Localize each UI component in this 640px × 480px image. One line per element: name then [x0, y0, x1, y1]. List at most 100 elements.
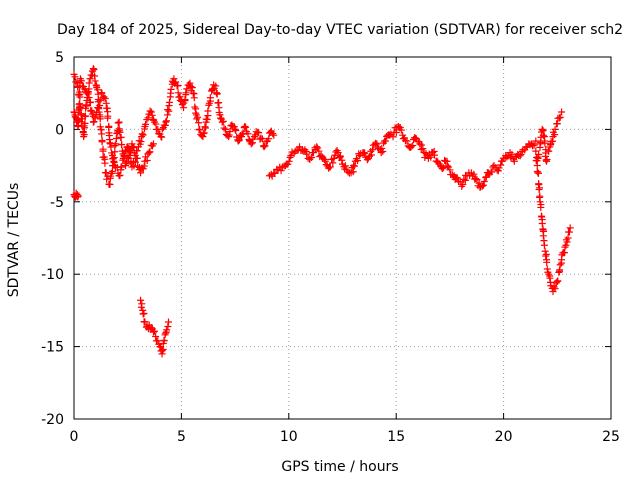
data-point	[104, 114, 112, 122]
data-point	[165, 98, 173, 106]
data-point	[154, 337, 162, 345]
data-point	[114, 119, 122, 127]
y-tick-label: -15	[41, 340, 64, 356]
data-point	[255, 129, 263, 137]
data-point	[313, 143, 321, 151]
x-tick-label: 25	[602, 429, 620, 445]
data-point	[75, 117, 83, 125]
data-point	[261, 142, 269, 150]
data-point	[349, 168, 357, 176]
data-point	[97, 125, 105, 133]
data-point	[118, 141, 126, 149]
data-point	[296, 143, 304, 151]
data-point	[218, 118, 226, 126]
data-point	[535, 150, 543, 158]
data-point	[545, 147, 553, 155]
data-point	[460, 175, 468, 183]
data-point	[564, 234, 572, 242]
data-point	[98, 89, 106, 97]
data-point	[553, 120, 561, 128]
data-point	[453, 174, 461, 182]
data-point	[565, 228, 573, 236]
data-point	[116, 171, 124, 179]
data-point	[131, 158, 139, 166]
data-point	[76, 88, 84, 96]
data-point	[304, 154, 312, 162]
data-point	[200, 129, 208, 137]
data-point	[174, 89, 182, 97]
data-point	[204, 107, 212, 115]
data-point	[381, 137, 389, 145]
data-point	[199, 130, 207, 138]
data-point	[115, 118, 123, 126]
data-point	[478, 182, 486, 190]
data-point	[226, 127, 234, 135]
data-point	[181, 95, 189, 103]
data-point	[165, 318, 173, 326]
data-point	[86, 75, 94, 83]
data-point	[540, 241, 548, 249]
data-point	[84, 90, 92, 98]
data-point	[148, 111, 156, 119]
data-point	[149, 328, 157, 336]
data-point	[321, 157, 329, 165]
x-tick-label: 0	[70, 429, 79, 445]
data-point	[232, 127, 240, 135]
data-point	[369, 146, 377, 154]
data-point	[206, 97, 214, 105]
data-point	[103, 175, 111, 183]
data-point	[532, 137, 540, 145]
data-point	[101, 95, 109, 103]
data-point	[107, 143, 115, 151]
data-point	[534, 169, 542, 177]
data-point	[367, 151, 375, 159]
data-point	[74, 192, 82, 200]
data-point	[271, 169, 279, 177]
data-point	[116, 128, 124, 136]
data-point	[554, 277, 562, 285]
data-point	[330, 154, 338, 162]
data-point	[96, 115, 104, 123]
data-point	[241, 123, 249, 131]
data-point	[556, 261, 564, 269]
data-point	[285, 157, 293, 165]
data-point	[431, 151, 439, 159]
data-point	[94, 98, 102, 106]
data-point	[516, 152, 524, 160]
data-point	[118, 163, 126, 171]
data-point	[314, 144, 322, 152]
data-point	[257, 134, 265, 142]
data-point	[550, 283, 558, 291]
data-point	[473, 176, 481, 184]
data-point	[183, 85, 191, 93]
data-point	[350, 162, 358, 170]
data-point	[146, 148, 154, 156]
data-point	[538, 220, 546, 228]
data-point	[158, 125, 166, 133]
data-point	[510, 157, 518, 165]
data-point	[194, 113, 202, 121]
data-point	[81, 112, 89, 120]
data-point	[110, 158, 118, 166]
data-point	[443, 162, 451, 170]
data-point	[85, 94, 93, 102]
data-point	[418, 141, 426, 149]
data-point	[172, 78, 180, 86]
data-point	[551, 125, 559, 133]
data-point	[389, 133, 397, 141]
data-point	[407, 143, 415, 151]
data-point	[438, 165, 446, 173]
y-axis-label: SDTVAR / TECUs	[6, 183, 22, 298]
data-point	[543, 258, 551, 266]
data-point	[533, 168, 541, 176]
data-point	[74, 115, 82, 123]
chart-title: Day 184 of 2025, Sidereal Day-to-day VTE…	[57, 22, 623, 38]
data-point	[242, 123, 250, 131]
data-point	[98, 130, 106, 138]
data-point	[539, 131, 547, 139]
data-point	[219, 117, 227, 125]
data-point	[137, 169, 145, 177]
data-point	[106, 181, 114, 189]
data-point	[128, 140, 136, 148]
data-point	[372, 139, 380, 147]
